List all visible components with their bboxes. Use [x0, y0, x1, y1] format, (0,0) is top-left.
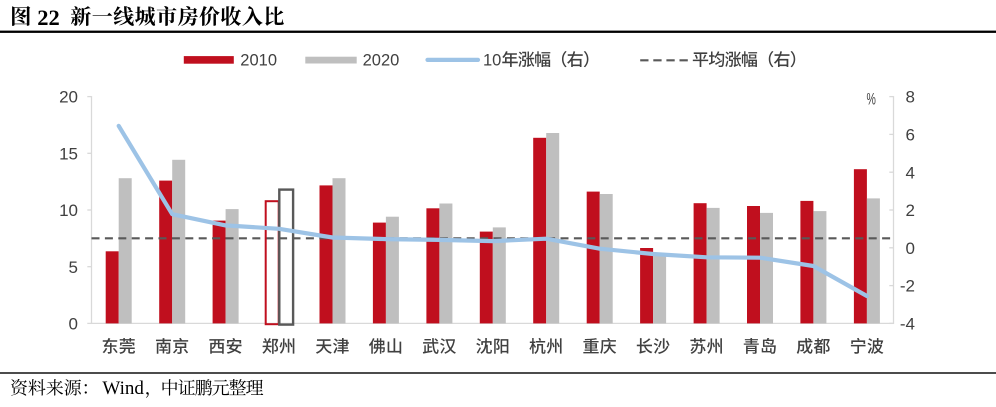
svg-text:6: 6 [906, 126, 915, 145]
svg-text:%: % [867, 89, 877, 108]
svg-text:4: 4 [906, 163, 915, 182]
svg-text:10: 10 [59, 201, 78, 220]
svg-text:8: 8 [906, 88, 915, 107]
svg-text:10: 10 [483, 52, 501, 70]
svg-text:2010: 2010 [240, 52, 277, 70]
svg-text:15: 15 [59, 144, 78, 163]
svg-text:-4: -4 [900, 315, 915, 334]
svg-text:2: 2 [906, 201, 915, 220]
svg-text:20: 20 [59, 88, 78, 107]
svg-text:-2: -2 [900, 277, 915, 296]
svg-text:Wind: Wind [102, 378, 144, 399]
svg-text:22: 22 [37, 5, 60, 30]
svg-text:2020: 2020 [363, 52, 400, 70]
svg-text:5: 5 [69, 258, 78, 277]
svg-text:0: 0 [906, 239, 915, 258]
svg-text:0: 0 [69, 315, 78, 334]
